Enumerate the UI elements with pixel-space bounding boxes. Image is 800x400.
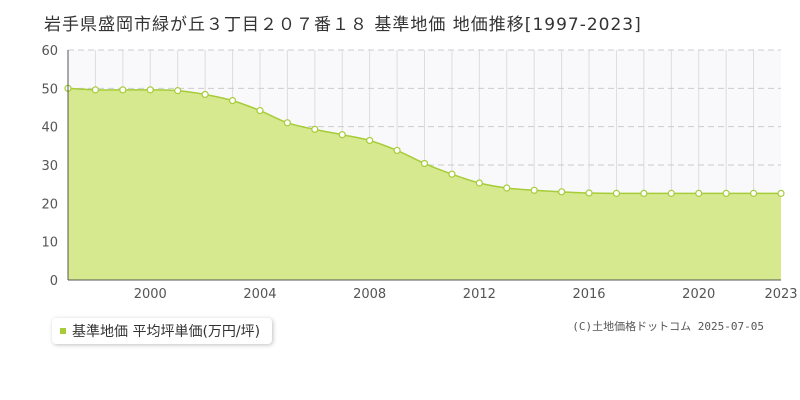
data-point xyxy=(777,189,785,197)
x-tick-label: 2023 xyxy=(764,287,797,302)
x-tick-label: 2020 xyxy=(682,287,715,302)
y-tick-label: 0 xyxy=(50,274,58,289)
data-point xyxy=(228,96,237,105)
data-point xyxy=(338,131,346,139)
data-point xyxy=(91,86,100,94)
data-point xyxy=(503,184,511,192)
data-point xyxy=(420,159,429,168)
series-area xyxy=(68,88,781,280)
chart-title: 岩手県盛岡市緑が丘３丁目２０７番１８ 基準地価 地価推移[1997-2023] xyxy=(44,15,642,35)
x-tick-label: 2008 xyxy=(353,287,386,302)
copyright-text: (C)土地価格ドットコム 2025-07-05 xyxy=(572,320,764,333)
data-point xyxy=(256,106,264,115)
data-point xyxy=(558,188,566,196)
legend: 基準地価 平均坪単価(万円/坪) xyxy=(52,318,273,344)
data-point xyxy=(722,189,730,197)
data-point xyxy=(695,189,703,197)
data-points xyxy=(64,84,785,197)
x-tick-label: 2016 xyxy=(572,287,605,302)
y-tick-label: 30 xyxy=(41,159,58,174)
data-point xyxy=(612,189,621,197)
data-point xyxy=(640,189,648,197)
x-axis-tick-labels: 2000 2004 2008 2012 2016 2020 2023 xyxy=(134,287,798,302)
x-tick-label: 2000 xyxy=(134,287,167,302)
data-point xyxy=(366,136,374,145)
data-point xyxy=(475,179,483,187)
data-point xyxy=(201,90,209,99)
y-tick-label: 20 xyxy=(41,197,58,212)
legend-marker xyxy=(60,328,66,334)
data-point xyxy=(311,125,319,133)
x-tick-label: 2004 xyxy=(243,287,276,302)
y-tick-label: 50 xyxy=(41,82,58,97)
x-tick-label: 2012 xyxy=(463,287,496,302)
data-point xyxy=(393,146,401,155)
y-axis-tick-labels: 0 10 20 30 40 50 60 xyxy=(41,44,58,289)
data-point xyxy=(530,186,538,194)
legend-label: 基準地価 平均坪単価(万円/坪) xyxy=(72,324,261,340)
y-tick-label: 40 xyxy=(41,121,58,136)
data-point xyxy=(146,86,154,94)
data-point xyxy=(174,87,182,95)
data-point xyxy=(585,189,593,197)
data-point xyxy=(283,119,291,127)
axes xyxy=(67,50,781,281)
data-point xyxy=(667,189,675,197)
data-point xyxy=(448,170,456,178)
y-tick-label: 10 xyxy=(41,236,58,251)
data-point xyxy=(749,189,758,197)
y-tick-label: 60 xyxy=(41,44,58,59)
data-point xyxy=(119,86,127,94)
